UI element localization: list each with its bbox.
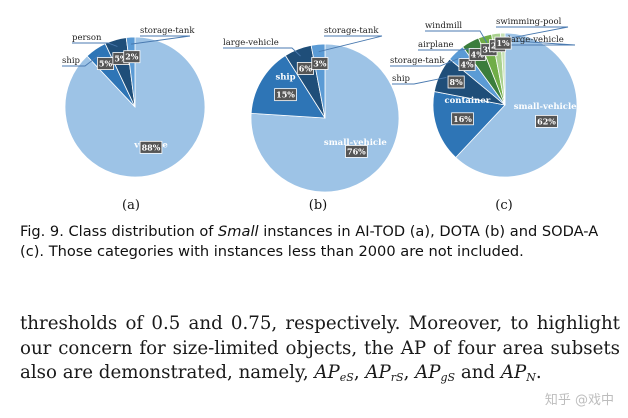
ap-gs: APgS	[415, 362, 456, 384]
slice-name-storage-tank: storage-tank	[390, 56, 445, 66]
pct-box-storage-tank	[458, 58, 476, 71]
pct-box-ship	[447, 75, 465, 89]
pct-label-person: 5%	[114, 54, 128, 64]
pct-label-large-vehicle: 1%	[496, 38, 510, 48]
pct-label-large-vehicle: 6%	[299, 63, 313, 73]
pct-box-vehicle	[139, 140, 163, 154]
ap-rs: APrS	[365, 362, 404, 384]
pct-label-ship: 15%	[276, 90, 295, 100]
slice-name-storage-tank: storage-tank	[324, 26, 379, 36]
slice-name-small-vehicle: small-vehicle	[324, 138, 387, 148]
pct-label-airplane: 4%	[471, 50, 485, 60]
pct-label-ship: 8%	[450, 77, 464, 87]
slice-name-storage-tank: storage-tank	[140, 26, 195, 36]
pct-label-storage-tank: 4%	[460, 60, 474, 70]
pct-box-small-vehicle	[345, 145, 368, 158]
pie-chart-c: small-vehicle 62% container 16% ship 8% storag…	[390, 17, 578, 178]
ap-es: APeS	[314, 362, 354, 384]
leader-line-ship	[392, 76, 447, 85]
pie-slice-ship	[250, 54, 326, 119]
subcaption-b: (b)	[308, 198, 328, 213]
pct-label-ship: 5%	[99, 59, 113, 69]
slice-name-container: container	[444, 96, 490, 106]
leader-line-large-vehicle	[502, 39, 576, 46]
slice-name-large-vehicle: large-vehicle	[508, 35, 564, 45]
leader-line-windmill	[425, 30, 488, 44]
leader-line-storage-tank	[390, 57, 461, 67]
slice-name-windmill: windmill	[425, 21, 462, 31]
watermark: 知乎 @戏中	[544, 393, 614, 408]
slice-name-swimming-pool: swimming-pool	[496, 17, 562, 27]
subcaption-a: (a)	[122, 198, 140, 213]
pct-label-storage-tank: 3%	[313, 58, 327, 68]
pct-label-storage-tank: 2%	[125, 52, 139, 62]
pct-box-storage-tank	[311, 57, 329, 70]
subcaption-c: (c)	[495, 198, 513, 213]
slice-name-ship: ship	[62, 56, 81, 66]
slice-name-small-vehicle: small-vehicle	[514, 102, 577, 112]
leader-line-swimming-pool	[496, 26, 569, 42]
pct-box-container	[451, 112, 474, 126]
pct-box-large-vehicle	[494, 36, 512, 50]
slice-name-ship: ship	[392, 74, 411, 84]
slice-name-airplane: airplane	[418, 40, 454, 50]
slice-name-large-vehicle: large-vehicle	[223, 38, 279, 48]
pct-box-storage-tank	[123, 50, 141, 64]
ap-n: APN	[500, 362, 536, 384]
body-paragraph: thresholds of 0.5 and 0.75, respectively…	[20, 313, 620, 384]
pie-labels: small-vehicle 62% container 16% ship 8% storag…	[390, 17, 577, 128]
body-text: thresholds of 0.5 and 0.75, respectively…	[20, 313, 620, 383]
leader-line-ship	[62, 54, 100, 67]
pct-box-small-vehicle	[535, 115, 558, 128]
leader-line-storage-tank	[318, 35, 383, 53]
pct-box-ship	[274, 88, 297, 102]
pct-label-vehicle: 88%	[142, 142, 161, 152]
pct-label-container: 16%	[453, 114, 472, 124]
leader-line-storage-tank	[130, 35, 191, 45]
caption-emphasis: Small	[218, 223, 259, 240]
slice-name-person: person	[72, 33, 102, 43]
caption-prefix: Fig. 9. Class distribution of	[20, 223, 219, 240]
leader-line-person	[72, 42, 118, 47]
caption-rest: instances in AI-TOD (a), DOTA (b) and SO…	[20, 223, 599, 260]
figure-caption: Fig. 9. Class distribution of Small inst…	[20, 222, 612, 262]
pct-label-small-vehicle: 76%	[347, 146, 366, 156]
leader-line-large-vehicle	[223, 47, 301, 57]
pct-label-small-vehicle: 62%	[537, 116, 556, 126]
slice-name-ship: ship	[275, 73, 295, 83]
